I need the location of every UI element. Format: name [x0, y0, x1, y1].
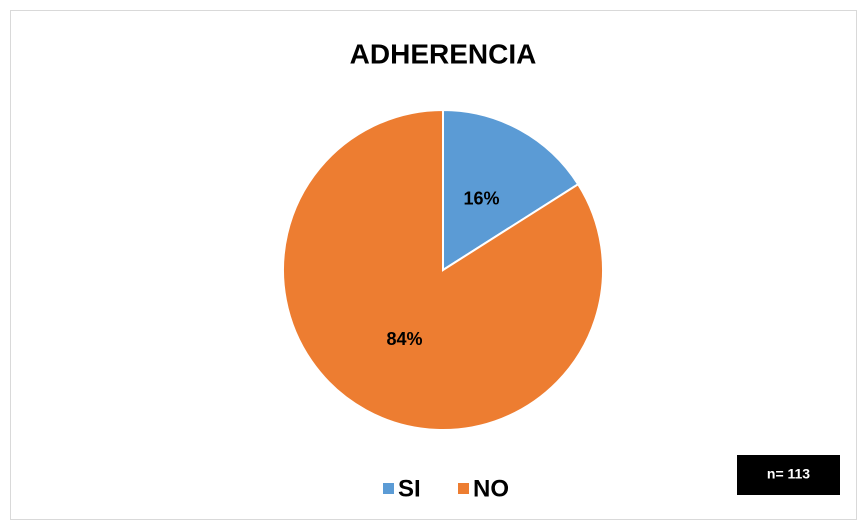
legend-label: SI	[398, 475, 421, 502]
legend-swatch	[458, 483, 469, 494]
annotation: n= 113	[767, 466, 810, 482]
data-label: 16%	[464, 189, 500, 209]
chart-title: ADHERENCIA	[350, 38, 537, 69]
pie-slice	[282, 108, 604, 431]
annotation-box	[737, 455, 840, 495]
pie-slice	[442, 108, 580, 272]
legend-swatch	[383, 483, 394, 494]
legend-label: NO	[473, 475, 509, 502]
data-label: 84%	[386, 329, 422, 349]
